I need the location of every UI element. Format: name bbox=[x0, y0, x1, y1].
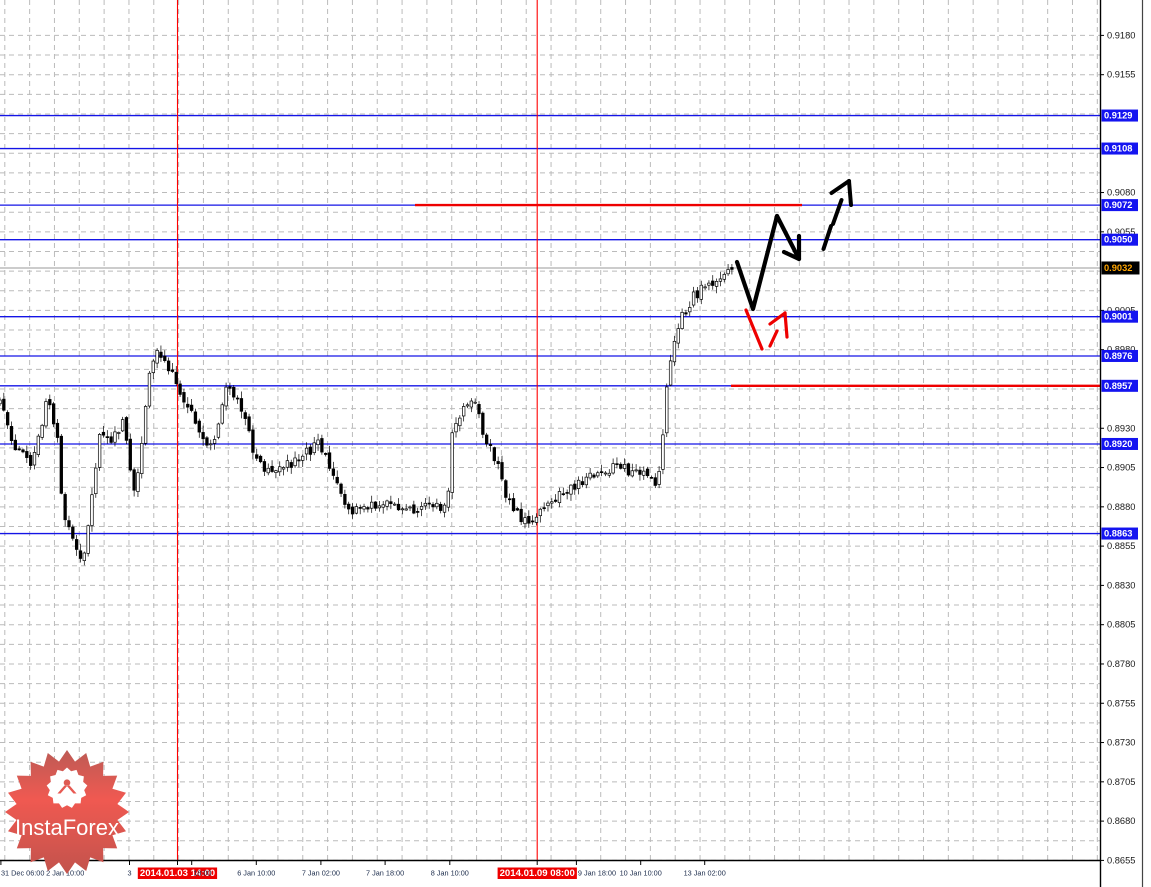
svg-text:0.8880: 0.8880 bbox=[1107, 502, 1135, 512]
svg-text:31 Dec 06:00: 31 Dec 06:00 bbox=[1, 869, 44, 878]
svg-text:0.8830: 0.8830 bbox=[1107, 580, 1135, 590]
svg-text:0.8730: 0.8730 bbox=[1107, 738, 1135, 748]
svg-text:7 Jan 02:00: 7 Jan 02:00 bbox=[302, 869, 340, 878]
svg-text:0.9072: 0.9072 bbox=[1104, 200, 1132, 210]
svg-text:8 Jan 10:00: 8 Jan 10:00 bbox=[431, 869, 469, 878]
svg-text:13 Jan 02:00: 13 Jan 02:00 bbox=[684, 869, 726, 878]
svg-text:0.9050: 0.9050 bbox=[1104, 235, 1132, 245]
svg-text:0.9108: 0.9108 bbox=[1104, 144, 1132, 154]
svg-text:0.8855: 0.8855 bbox=[1107, 541, 1135, 551]
svg-text:0.8930: 0.8930 bbox=[1107, 423, 1135, 433]
svg-text:2014.01.09 08:00: 2014.01.09 08:00 bbox=[500, 868, 575, 879]
svg-text:7 Jan 18:00: 7 Jan 18:00 bbox=[366, 869, 404, 878]
svg-text:0.9032: 0.9032 bbox=[1104, 263, 1132, 273]
svg-text:0.8780: 0.8780 bbox=[1107, 659, 1135, 669]
svg-text:0.8957: 0.8957 bbox=[1104, 381, 1132, 391]
svg-text:0.8805: 0.8805 bbox=[1107, 620, 1135, 630]
svg-text:0.8655: 0.8655 bbox=[1107, 855, 1135, 865]
svg-text:0.8705: 0.8705 bbox=[1107, 777, 1135, 787]
svg-text:0.8976: 0.8976 bbox=[1104, 351, 1132, 361]
svg-text:0.8863: 0.8863 bbox=[1104, 529, 1132, 539]
svg-text:0.8680: 0.8680 bbox=[1107, 816, 1135, 826]
svg-text:9 Jan 18:00: 9 Jan 18:00 bbox=[578, 869, 616, 878]
svg-text:0.9155: 0.9155 bbox=[1107, 70, 1135, 80]
svg-text:0.8905: 0.8905 bbox=[1107, 463, 1135, 473]
svg-text:0.9001: 0.9001 bbox=[1104, 312, 1132, 322]
svg-text:3: 3 bbox=[127, 869, 131, 878]
svg-text:0.9180: 0.9180 bbox=[1107, 30, 1135, 40]
svg-text:0.9129: 0.9129 bbox=[1104, 111, 1132, 121]
svg-text:6 Jan 10:00: 6 Jan 10:00 bbox=[237, 869, 275, 878]
svg-text:0.8755: 0.8755 bbox=[1107, 698, 1135, 708]
svg-text:18:00: 18:00 bbox=[193, 869, 211, 878]
svg-text:0.9080: 0.9080 bbox=[1107, 188, 1135, 198]
svg-text:InstaForex: InstaForex bbox=[15, 815, 119, 840]
svg-text:0.8920: 0.8920 bbox=[1104, 439, 1132, 449]
svg-text:10 Jan 10:00: 10 Jan 10:00 bbox=[620, 869, 662, 878]
